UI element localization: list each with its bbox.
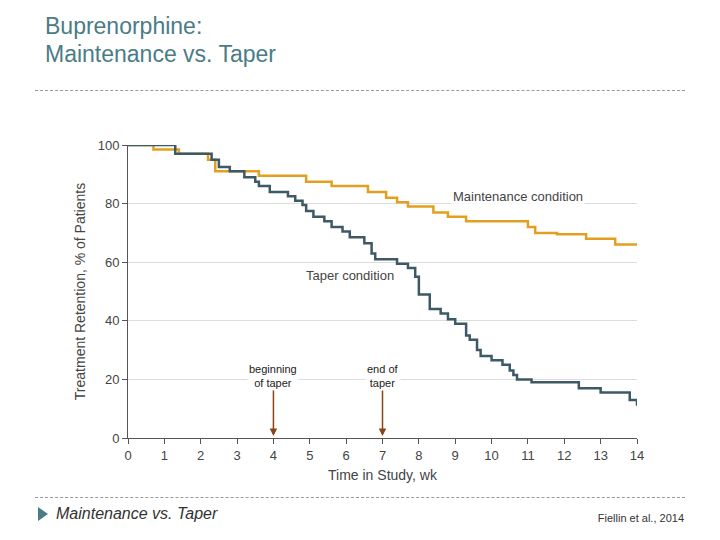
- svg-text:end oftaper: end oftaper: [367, 363, 399, 389]
- svg-text:2: 2: [197, 448, 204, 463]
- svg-text:60: 60: [105, 255, 119, 270]
- html-text:Maintenance vs. Taper: Maintenance vs. Taper: [45, 41, 276, 67]
- svg-text:beginningof taper: beginningof taper: [249, 363, 297, 389]
- svg-text:8: 8: [415, 448, 422, 463]
- svg-text:Taper condition: Taper condition: [306, 268, 394, 283]
- svg-text:40: 40: [105, 313, 119, 328]
- svg-text:12: 12: [557, 448, 571, 463]
- html-text:Maintenance vs. Taper: Maintenance vs. Taper: [56, 505, 218, 522]
- html-text:Buprenorphine:: Buprenorphine:: [45, 13, 203, 39]
- svg-text:13: 13: [593, 448, 607, 463]
- svg-text:80: 80: [105, 196, 119, 211]
- svg-text:1: 1: [161, 448, 168, 463]
- svg-text:4: 4: [270, 448, 277, 463]
- svg-text:0: 0: [124, 448, 131, 463]
- svg-text:3: 3: [233, 448, 240, 463]
- svg-text:14: 14: [630, 448, 644, 463]
- svg-text:100: 100: [98, 138, 120, 153]
- svg-text:5: 5: [306, 448, 313, 463]
- svg-text:20: 20: [105, 372, 119, 387]
- svg-text:10: 10: [484, 448, 498, 463]
- svg-text:0: 0: [112, 431, 119, 446]
- svg-text:11: 11: [521, 448, 535, 463]
- svg-text:7: 7: [379, 448, 386, 463]
- svg-text:Maintenance condition: Maintenance condition: [453, 189, 583, 204]
- svg-text:Time in Study, wk: Time in Study, wk: [328, 467, 438, 483]
- svg-text:6: 6: [343, 448, 350, 463]
- svg-text:Treatment Retention, % of Pati: Treatment Retention, % of Patients: [72, 183, 88, 400]
- svg-text:9: 9: [452, 448, 459, 463]
- html-text:Fiellin et al., 2014: Fiellin et al., 2014: [597, 512, 684, 524]
